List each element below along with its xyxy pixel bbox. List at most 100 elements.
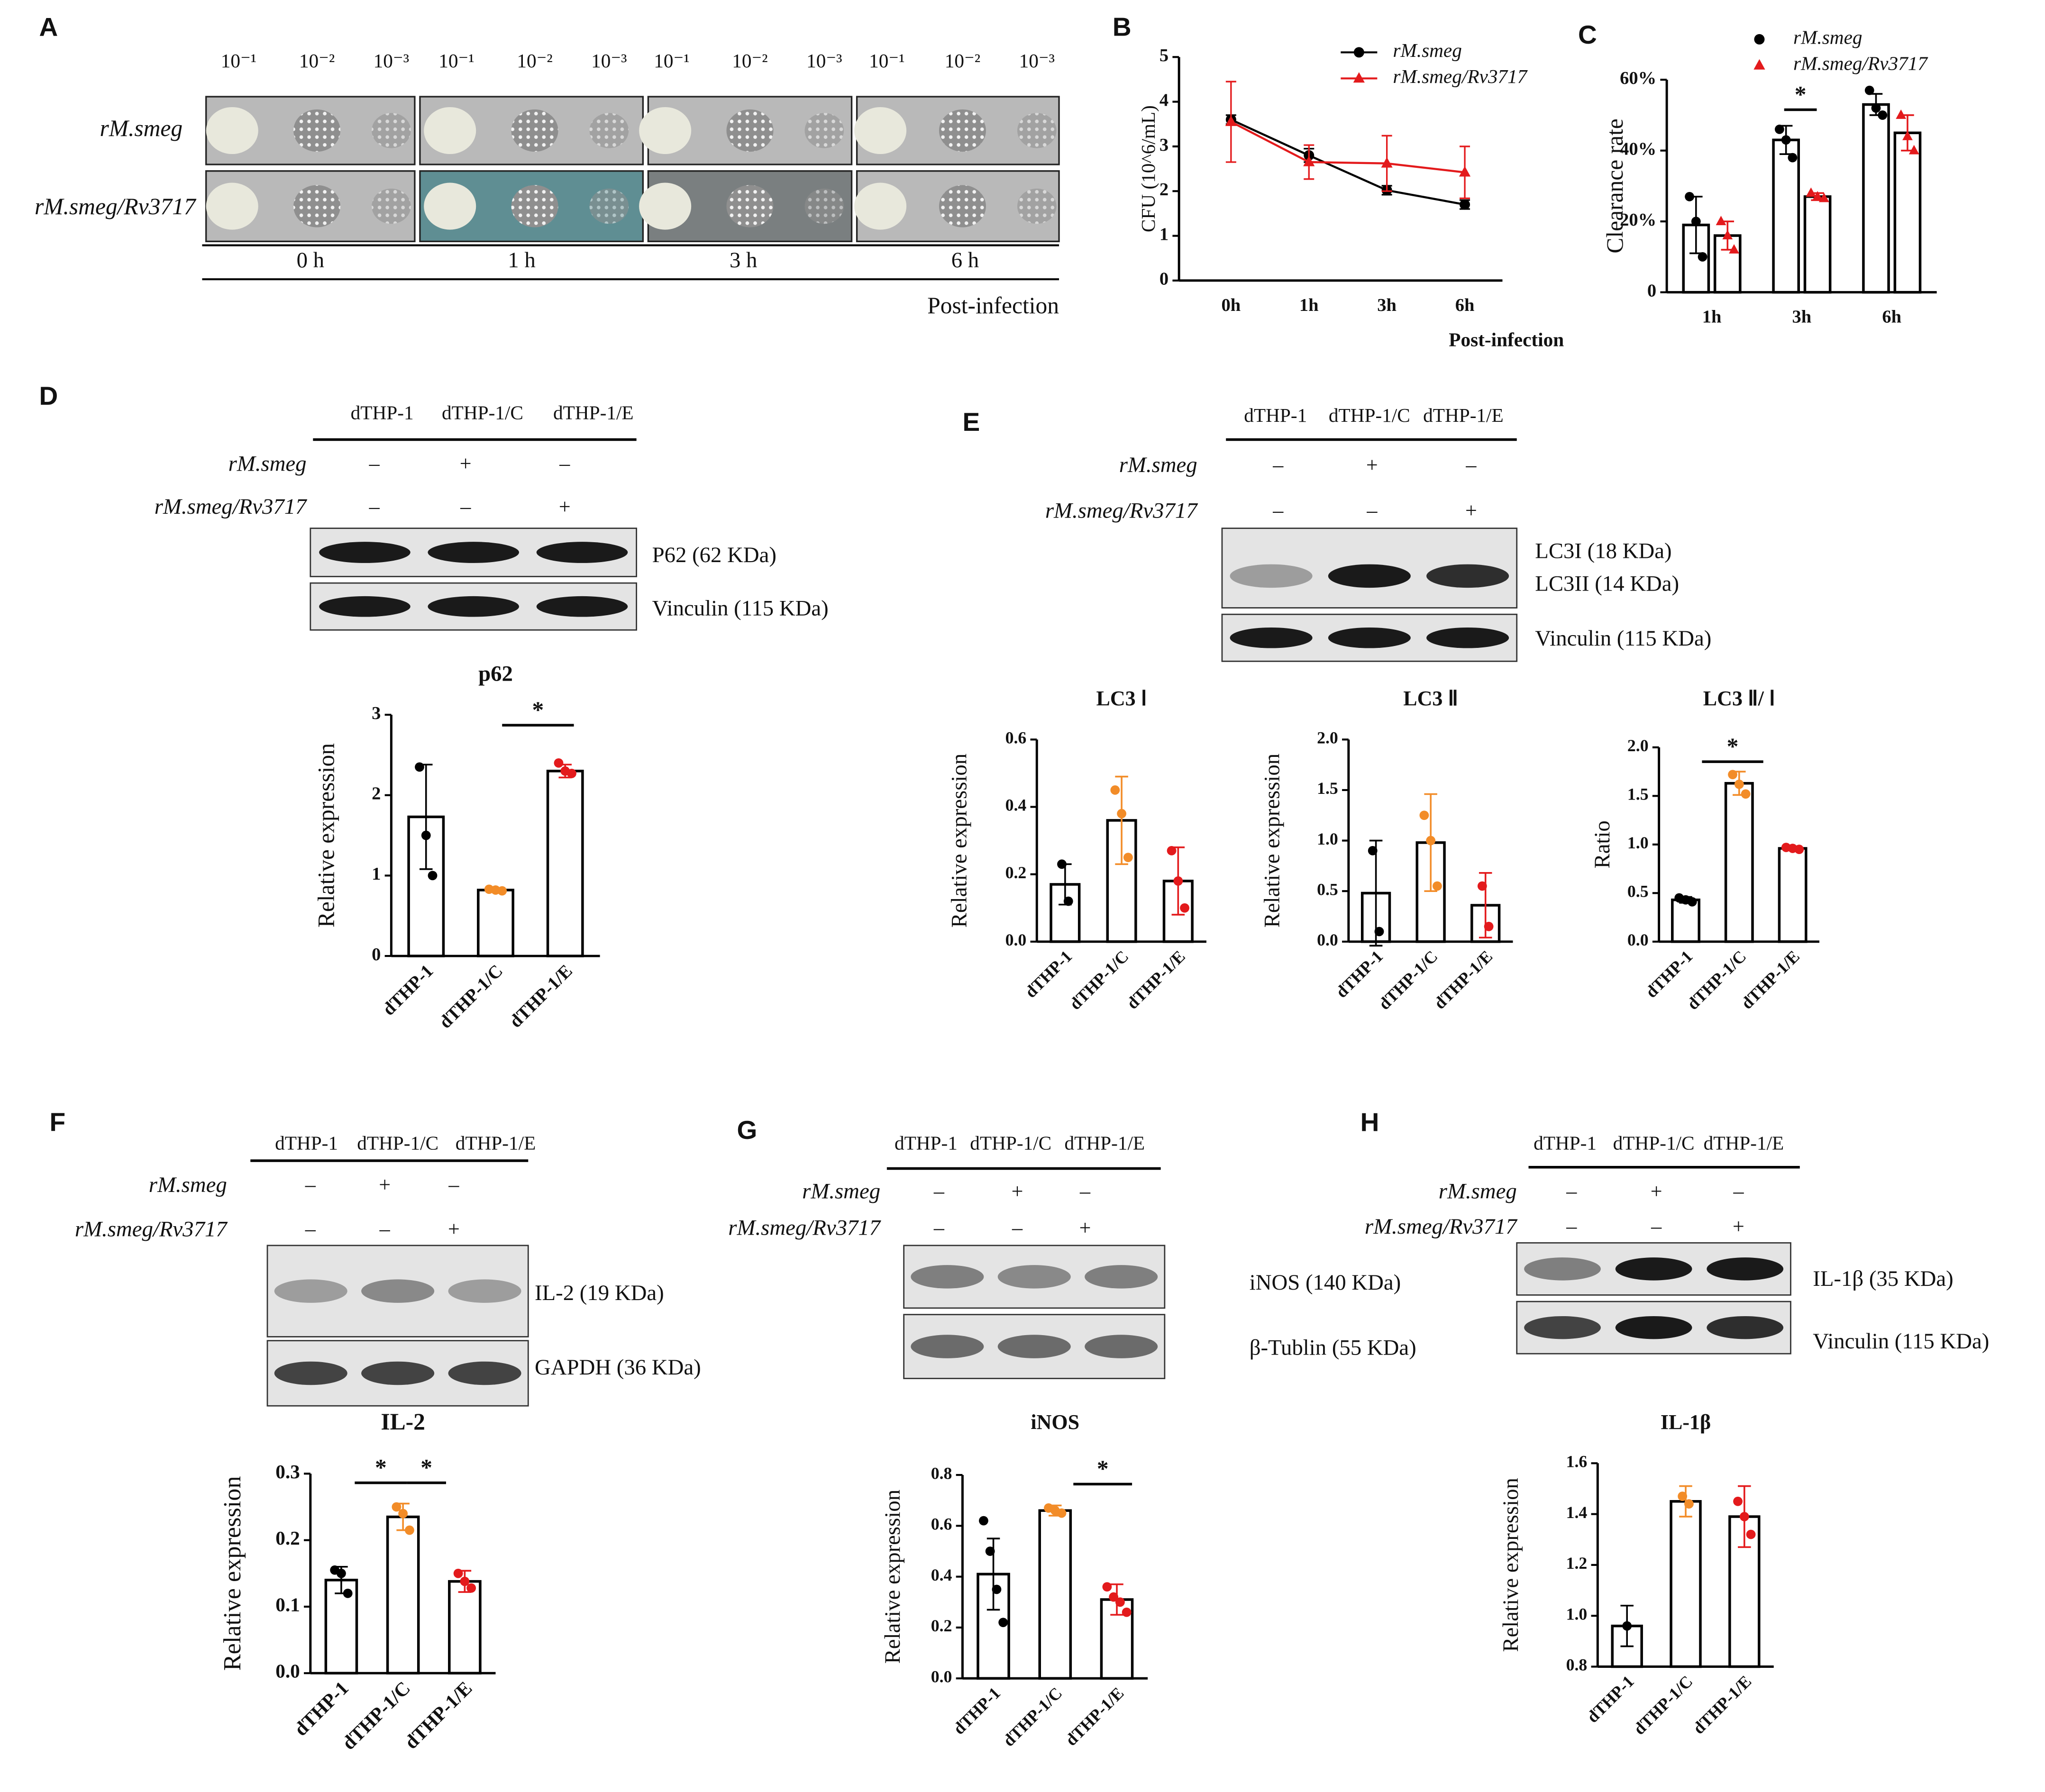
blot-band: [361, 1361, 435, 1385]
y-tick-label: 0.6: [1005, 728, 1027, 747]
bar: [1772, 138, 1800, 294]
treatment-sign: –: [448, 1173, 459, 1196]
data-point: [1122, 1607, 1132, 1617]
data-point: [1818, 192, 1829, 202]
treatment-sign: +: [460, 452, 472, 475]
bar: [386, 1515, 420, 1675]
x-tick-label: dTHP-1/C: [1375, 946, 1442, 1013]
band-label: LC3II (14 KDa): [1535, 571, 1679, 596]
data-point: [1115, 1597, 1125, 1607]
colony-spot: [854, 107, 907, 155]
data-point: [398, 1509, 408, 1519]
legend-label: rM.smeg: [1793, 26, 1862, 48]
y-tick-label: 0.0: [1317, 930, 1338, 949]
x-tick-label: dTHP-1: [290, 1677, 353, 1740]
y-tick-label: 1: [372, 864, 381, 884]
y-tick-label: 1.0: [1317, 829, 1338, 848]
x-tick-label: dTHP-1: [1332, 946, 1387, 1001]
lane-header: dTHP-1: [351, 402, 414, 424]
data-point: [1781, 135, 1791, 145]
data-point: [1225, 115, 1237, 126]
blot-band: [448, 1279, 521, 1303]
blot-band: [1328, 627, 1411, 648]
colony-spot: [372, 188, 411, 224]
x-tick-label: dTHP-1/E: [1689, 1672, 1755, 1737]
panel-letter: B: [1113, 12, 1132, 41]
data-point: [1426, 836, 1436, 846]
time-label: 6 h: [951, 248, 979, 273]
treatment-label: rM.smeg/Rv3717: [728, 1216, 881, 1240]
data-point: [392, 1502, 402, 1512]
y-tick-label: 2: [372, 784, 381, 804]
x-tick-label: 3h: [1792, 307, 1812, 327]
treatment-sign: –: [1733, 1180, 1744, 1203]
treatment-sign: –: [933, 1216, 945, 1239]
x-tick-label: dTHP-1: [949, 1683, 1004, 1738]
x-tick-label: dTHP-1/C: [1630, 1672, 1697, 1738]
colony-spot: [1017, 113, 1057, 148]
x-tick-label: dTHP-1/E: [1123, 946, 1189, 1012]
dilution-label: 10⁻²: [732, 50, 767, 72]
treatment-label: rM.smeg: [1119, 453, 1197, 477]
blot-band: [1707, 1316, 1784, 1339]
x-tick-label: dTHP-1/E: [1737, 946, 1803, 1012]
y-tick-label: 4: [1159, 90, 1169, 110]
data-point: [1896, 109, 1907, 119]
band-label: P62 (62 KDa): [652, 543, 776, 567]
time-label: 3 h: [730, 248, 757, 273]
series-line: [1230, 121, 1465, 173]
lane-header: dTHP-1: [895, 1132, 958, 1154]
colony-spot: [589, 113, 629, 148]
data-point: [1812, 191, 1823, 200]
chart-title: p62: [478, 661, 513, 686]
data-point: [1173, 876, 1183, 886]
data-point: [1698, 252, 1707, 262]
treatment-sign: –: [1366, 499, 1378, 522]
y-tick-label: 0.0: [1627, 930, 1649, 949]
data-point: [1685, 191, 1694, 201]
x-tick-label: 6h: [1882, 307, 1901, 327]
data-point: [1746, 1529, 1756, 1539]
colony-spot: [804, 188, 844, 224]
blot-band: [1426, 564, 1509, 588]
treatment-label: rM.smeg: [149, 1173, 227, 1197]
y-axis-title: Clearance rate: [1602, 118, 1628, 254]
blot-band: [536, 542, 628, 563]
x-tick-label: dTHP-1/C: [999, 1683, 1066, 1750]
lane-header: dTHP-1/C: [1329, 404, 1410, 426]
data-point: [1878, 110, 1888, 120]
data-point: [1353, 47, 1364, 58]
x-tick-label: 1h: [1299, 295, 1319, 315]
x-tick-label: dTHP-1/C: [1066, 946, 1132, 1013]
blot-band: [911, 1335, 984, 1358]
data-point: [1871, 103, 1881, 113]
lane-header: dTHP-1: [275, 1132, 338, 1154]
y-tick-label: 2.0: [1627, 736, 1649, 755]
blot-band: [1328, 564, 1411, 588]
lane-header: dTHP-1/C: [1613, 1132, 1695, 1154]
data-point: [979, 1516, 988, 1526]
significance-label: *: [532, 697, 544, 723]
y-axis-title: Relative expression: [1260, 754, 1285, 928]
data-point: [1722, 230, 1733, 239]
bar: [1670, 1500, 1702, 1668]
y-tick-label: 2: [1159, 180, 1169, 200]
data-point: [404, 1525, 414, 1535]
colony-spot: [206, 107, 258, 155]
data-point: [1484, 921, 1494, 931]
y-tick-label: 0: [1159, 269, 1169, 289]
x-tick-label: dTHP-1/E: [506, 961, 576, 1031]
bar: [1803, 195, 1832, 294]
data-point: [1123, 853, 1133, 863]
dilution-label: 10⁻³: [591, 50, 627, 72]
bar: [448, 1580, 482, 1675]
treatment-label: rM.smeg/Rv3717: [1365, 1214, 1517, 1239]
colony-spot: [511, 185, 558, 227]
data-point: [1433, 881, 1442, 891]
data-point: [1687, 897, 1697, 907]
treatment-sign: –: [1465, 453, 1477, 476]
significance-label: *: [1795, 81, 1807, 107]
data-point: [415, 762, 424, 772]
y-tick-label: 1.5: [1317, 779, 1338, 798]
